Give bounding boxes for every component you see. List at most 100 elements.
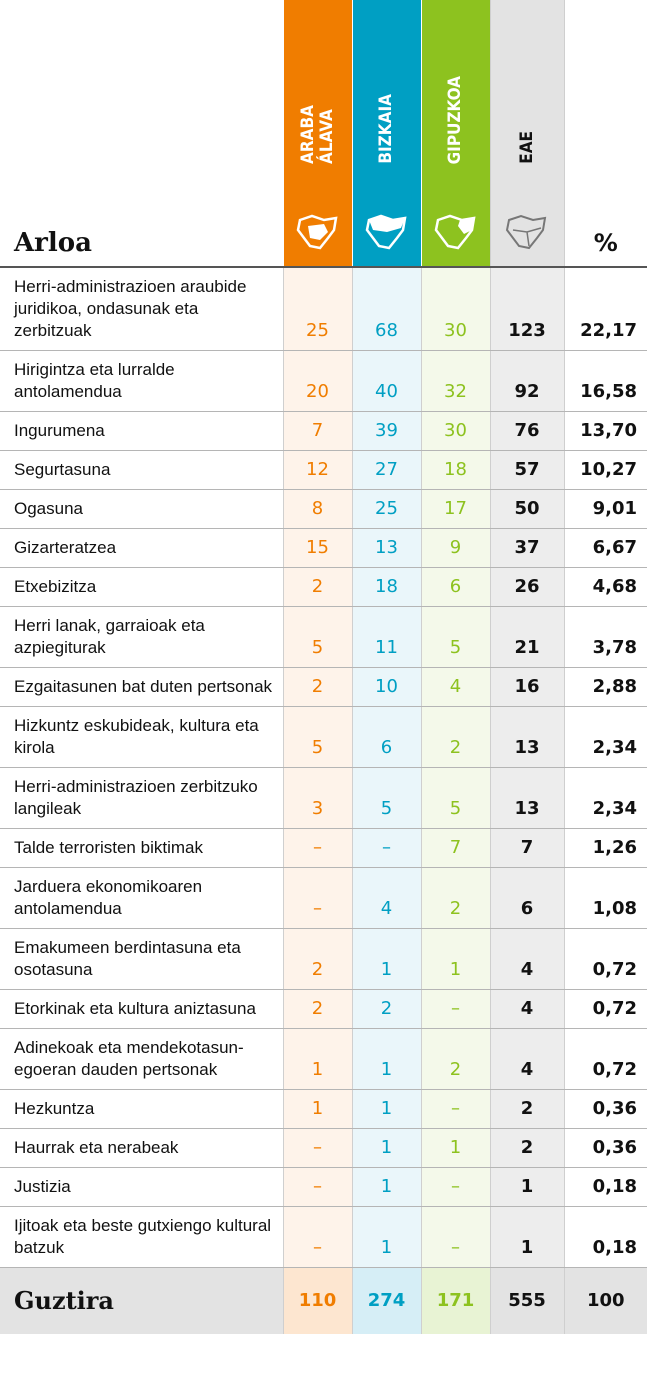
bizkaia-cell: – xyxy=(351,828,421,868)
area-cell: Gizarteratzea xyxy=(0,528,283,568)
araba-cell: – xyxy=(282,828,352,868)
gipuzkoa-cell: 1 xyxy=(420,928,490,990)
pct-cell: 0,72 xyxy=(563,928,647,990)
row: Segurtasuna 12 27 18 57 10,27 xyxy=(0,450,647,490)
bizkaia-cell: 1 xyxy=(351,1128,421,1168)
eae-header: EAE xyxy=(489,0,564,268)
bizkaia-cell: 11 xyxy=(351,606,421,668)
bizkaia-cell: 6 xyxy=(351,706,421,768)
row: Herri-administrazioen zerbitzuko langile… xyxy=(0,767,647,829)
pct-cell: 1,26 xyxy=(563,828,647,868)
bizkaia-cell: 13 xyxy=(351,528,421,568)
header-row: Arloa ARABA ÁLAVA BIZKAIA GIPUZKOA EAE % xyxy=(0,0,647,268)
gipuzkoa-icon xyxy=(434,214,476,250)
gipuzkoa-cell: 17 xyxy=(420,489,490,529)
area-header: Arloa xyxy=(0,0,283,268)
pct-header: % xyxy=(563,0,647,268)
table: Arloa ARABA ÁLAVA BIZKAIA GIPUZKOA EAE % … xyxy=(0,0,647,1334)
bizkaia-label: BIZKAIA xyxy=(376,94,396,164)
araba-cell: 1 xyxy=(282,1028,352,1090)
gipuzkoa-cell: 2 xyxy=(420,706,490,768)
pct-cell: 0,18 xyxy=(563,1167,647,1207)
eae-cell: 13 xyxy=(489,706,564,768)
pct-cell: 0,36 xyxy=(563,1089,647,1129)
araba-cell: 2 xyxy=(282,667,352,707)
row: Herri-administrazioen araubide juridikoa… xyxy=(0,267,647,351)
gipuzkoa-cell: – xyxy=(420,989,490,1029)
eae-cell: 4 xyxy=(489,1028,564,1090)
eae-cell: 57 xyxy=(489,450,564,490)
area-cell: Hezkuntza xyxy=(0,1089,283,1129)
eae-cell: 1 xyxy=(489,1167,564,1207)
area-cell: Hirigintza eta lurralde antolamendua xyxy=(0,350,283,412)
araba-cell: 12 xyxy=(282,450,352,490)
araba-cell: – xyxy=(282,1128,352,1168)
bizkaia-cell: 2 xyxy=(351,989,421,1029)
araba-cell: 7 xyxy=(282,411,352,451)
eae-icon xyxy=(505,214,547,250)
gipuzkoa-cell: – xyxy=(420,1167,490,1207)
gipuzkoa-cell: 9 xyxy=(420,528,490,568)
area-cell: Ijitoak eta beste gutxiengo kultural bat… xyxy=(0,1206,283,1268)
table-body: Herri-administrazioen araubide juridikoa… xyxy=(0,267,647,1334)
row: Ezgaitasunen bat duten pertsonak 2 10 4 16 2,… xyxy=(0,667,647,707)
pct-cell: 3,78 xyxy=(563,606,647,668)
araba-label: ARABA xyxy=(297,105,318,164)
araba-cell: 20 xyxy=(282,350,352,412)
area-cell: Herri-administrazioen araubide juridikoa… xyxy=(0,267,283,351)
area-cell: Haurrak eta nerabeak xyxy=(0,1128,283,1168)
row: Hezkuntza 1 1–2 0,36 xyxy=(0,1089,647,1129)
eae-cell: 50 xyxy=(489,489,564,529)
gipuzkoa-cell: 30 xyxy=(420,411,490,451)
araba-cell: 2 xyxy=(282,928,352,990)
pct-cell: 2,34 xyxy=(563,706,647,768)
gipuzkoa-cell: 6 xyxy=(420,567,490,607)
pct-cell: 4,68 xyxy=(563,567,647,607)
pct-cell: 2,34 xyxy=(563,767,647,829)
pct-cell: 0,36 xyxy=(563,1128,647,1168)
gipuzkoa-cell: 2 xyxy=(420,867,490,929)
row: Etxebizitza 2 18 6 26 4,68 xyxy=(0,567,647,607)
eae-cell: 92 xyxy=(489,350,564,412)
pct-cell: 100 xyxy=(563,1267,647,1334)
araba-cell: 2 xyxy=(282,989,352,1029)
pct-cell: 13,70 xyxy=(563,411,647,451)
eae-cell: 16 xyxy=(489,667,564,707)
eae-cell: 2 xyxy=(489,1089,564,1129)
pct-cell: 16,58 xyxy=(563,350,647,412)
pct-cell: 6,67 xyxy=(563,528,647,568)
araba-cell: 15 xyxy=(282,528,352,568)
area-cell: Herri lanak, garraioak eta azpiegiturak xyxy=(0,606,283,668)
area-cell: Herri-administrazioen zerbitzuko langile… xyxy=(0,767,283,829)
alava-label: ÁLAVA xyxy=(316,109,337,164)
area-cell: Adinekoak eta mendekotasun-egoeran daude… xyxy=(0,1028,283,1090)
araba-cell: 5 xyxy=(282,706,352,768)
eae-cell: 7 xyxy=(489,828,564,868)
area-cell: Hizkuntz eskubideak, kultura eta kirola xyxy=(0,706,283,768)
row: Etorkinak eta kultura aniztasuna 2 2–4 0,72 xyxy=(0,989,647,1029)
pct-cell: 22,17 xyxy=(563,267,647,351)
bizkaia-cell: 68 xyxy=(351,267,421,351)
row: Ijitoak eta beste gutxiengo kultural bat… xyxy=(0,1206,647,1268)
gipuzkoa-cell: 171 xyxy=(420,1267,490,1334)
gipuzkoa-cell: – xyxy=(420,1089,490,1129)
pct-cell: 0,72 xyxy=(563,1028,647,1090)
bizkaia-cell: 4 xyxy=(351,867,421,929)
area-cell: Ingurumena xyxy=(0,411,283,451)
pct-cell: 0,18 xyxy=(563,1206,647,1268)
gipuzkoa-cell: 32 xyxy=(420,350,490,412)
gipuzkoa-cell: 4 xyxy=(420,667,490,707)
row: Hizkuntz eskubideak, kultura eta kirola 5… xyxy=(0,706,647,768)
area-cell: Guztira xyxy=(0,1267,283,1334)
bizkaia-cell: 1 xyxy=(351,928,421,990)
eae-cell: 21 xyxy=(489,606,564,668)
araba-cell: – xyxy=(282,1206,352,1268)
bizkaia-header: BIZKAIA xyxy=(351,0,421,268)
row: Gizarteratzea 15 13 9 37 6,67 xyxy=(0,528,647,568)
araba-cell: 8 xyxy=(282,489,352,529)
araba-cell: – xyxy=(282,1167,352,1207)
bizkaia-cell: 18 xyxy=(351,567,421,607)
area-cell: Justizia xyxy=(0,1167,283,1207)
araba-cell: 3 xyxy=(282,767,352,829)
bizkaia-cell: 40 xyxy=(351,350,421,412)
